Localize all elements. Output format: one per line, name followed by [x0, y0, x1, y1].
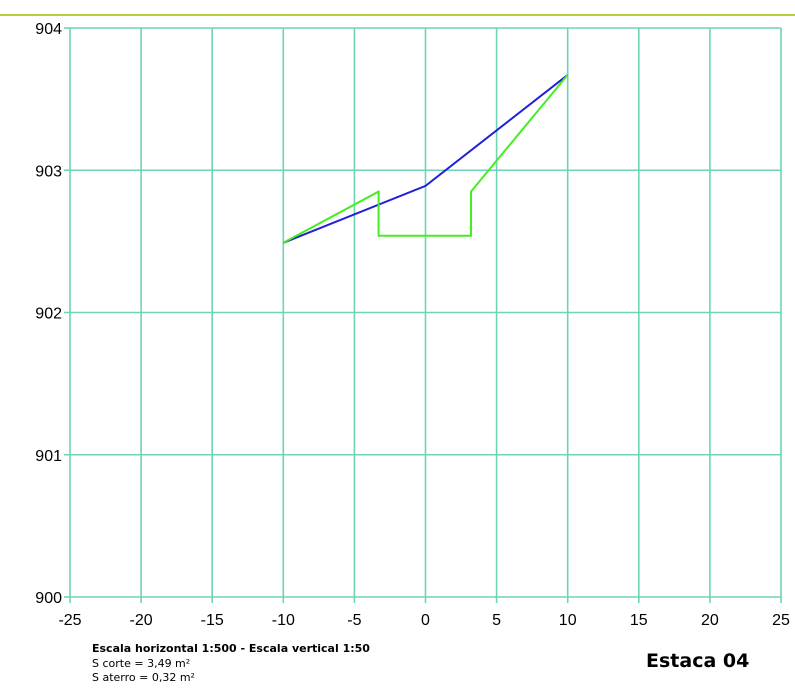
x-tick-label: 5 — [492, 612, 501, 629]
y-tick-label: 900 — [35, 590, 62, 607]
x-tick-label: 15 — [630, 612, 648, 629]
cross-section-chart: -25 -20 -15 -10 -5 0 5 10 15 20 25 904 903 902 901 900 — [0, 0, 795, 640]
y-tick-label: 903 — [35, 163, 62, 180]
x-tick-label: -5 — [347, 612, 361, 629]
x-tick-label: -20 — [130, 612, 153, 629]
x-tick-label: -15 — [201, 612, 224, 629]
x-tick-label: 20 — [701, 612, 719, 629]
x-tick-label: -10 — [272, 612, 295, 629]
scale-note: Escala horizontal 1:500 - Escala vertica… — [92, 642, 370, 655]
x-tick-label: 0 — [421, 612, 430, 629]
y-tick-label: 904 — [35, 21, 62, 38]
station-label: Estaca 04 — [646, 650, 749, 672]
x-tick-label: 10 — [559, 612, 577, 629]
y-tick-label: 902 — [35, 306, 62, 323]
fill-area-text: S aterro = 0,32 m² — [92, 671, 195, 684]
x-tick-label: 25 — [772, 612, 790, 629]
grid — [64, 28, 781, 603]
y-tick-label: 901 — [35, 448, 62, 465]
y-axis-tick-labels: 904 903 902 901 900 — [35, 21, 62, 607]
x-axis-tick-labels: -25 -20 -15 -10 -5 0 5 10 15 20 25 — [58, 612, 790, 629]
cut-area-text: S corte = 3,49 m² — [92, 657, 190, 670]
x-tick-label: -25 — [58, 612, 81, 629]
